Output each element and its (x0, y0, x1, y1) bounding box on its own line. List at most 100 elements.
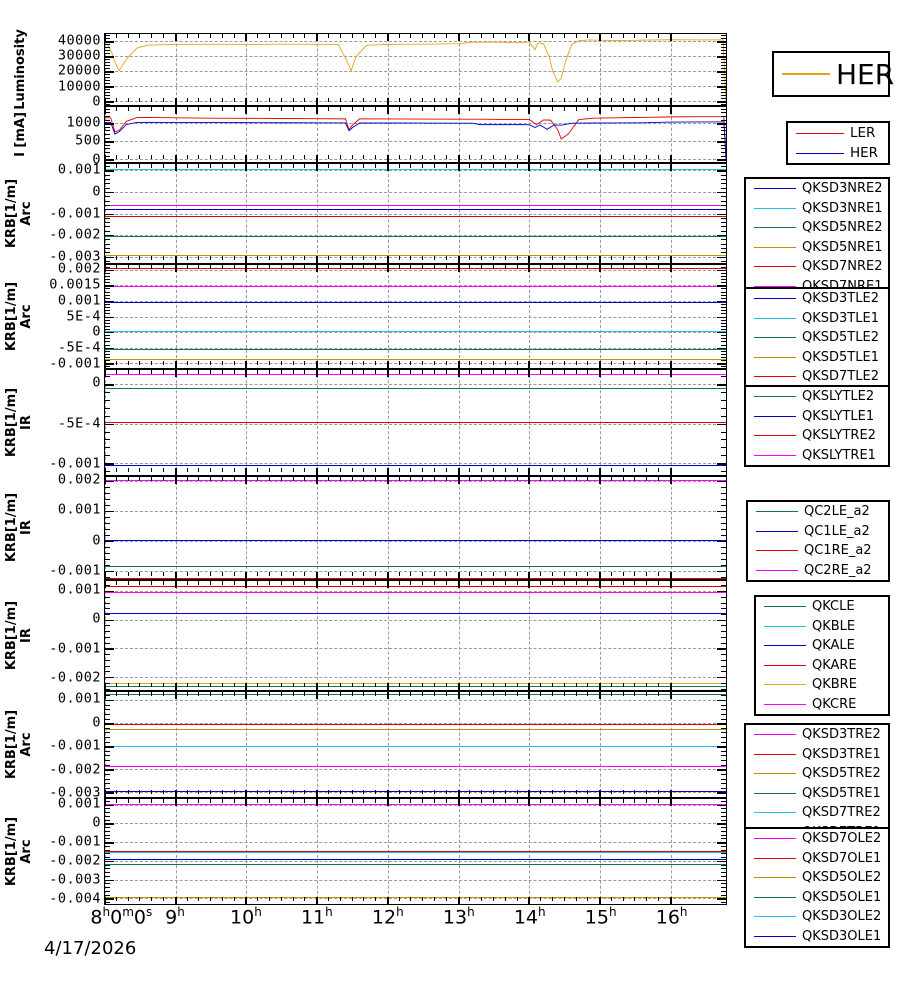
legend-item-QKSD5TLE2[interactable]: QKSD5TLE2 (746, 328, 888, 348)
legend-item-HER[interactable]: HER (788, 143, 888, 163)
y-ticks-right (717, 34, 726, 105)
legend-color-swatch (764, 625, 806, 627)
plot-panel-krb-arc-2[interactable] (104, 264, 727, 369)
legend-item-QKSD7OLE2[interactable]: QKSD7OLE2 (746, 829, 888, 849)
gridline-vertical (246, 581, 248, 690)
y-tick-label: -0.003 (49, 784, 101, 801)
y-tick-label: 0 (92, 323, 101, 340)
plot-panel-krb-ir-2[interactable] (104, 476, 727, 580)
gridline-horizontal (105, 700, 726, 702)
legend-item-QKARE[interactable]: QKARE (756, 656, 888, 676)
trace-QKSD7TLE1 (105, 285, 726, 287)
legend-color-swatch (754, 792, 796, 794)
legend-color-swatch (754, 896, 796, 898)
legend-item-QKSD3OLE2[interactable]: QKSD3OLE2 (746, 907, 888, 927)
gridline-horizontal (105, 332, 726, 334)
legend-item-QKSD7OLE1[interactable]: QKSD7OLE1 (746, 849, 888, 869)
legend-item-QKSD3NRE1[interactable]: QKSD3NRE1 (746, 199, 888, 219)
legend-color-swatch (764, 684, 806, 686)
gridline-vertical (175, 477, 177, 579)
plot-panel-luminosity[interactable] (104, 33, 727, 106)
legend-item-QKCRE[interactable]: QKCRE (756, 695, 888, 715)
y-labels-krb-arc-2: 0.002 0.0015 0.001 5E-4 0 -5E-4 -0.001 (0, 262, 101, 370)
legend-item-QKSLYTLE2[interactable]: QKSLYTLE2 (746, 387, 888, 407)
legend-list: LER HER (788, 123, 888, 163)
legend-item-QKBLE[interactable]: QKBLE (756, 617, 888, 637)
y-tick-label: 0 (92, 610, 101, 627)
legend-item-QKSD5OLE2[interactable]: QKSD5OLE2 (746, 868, 888, 888)
legend-item-QC1RE_a2[interactable]: QC1RE_a2 (748, 541, 888, 561)
legend-item-QC1LE_a2[interactable]: QC1LE_a2 (748, 522, 888, 542)
legend-item-LER[interactable]: LER (788, 123, 888, 143)
legend-qksd-nre[interactable]: QKSD3NRE2 QKSD3NRE1 QKSD5NRE2 QKSD5NRE1 QKSD… (744, 177, 890, 298)
plot-frame (105, 107, 726, 162)
gridline-vertical (317, 581, 319, 690)
y-tick-label: -0.002 (49, 226, 101, 243)
legend-item-QKSD3TRE1[interactable]: QKSD3TRE1 (746, 745, 888, 765)
legend-item-QKSD5NRE2[interactable]: QKSD5NRE2 (746, 218, 888, 238)
legend-item-QKSLYTLE1[interactable]: QKSLYTLE1 (746, 407, 888, 427)
legend-item-QKSD5TRE1[interactable]: QKSD5TRE1 (746, 784, 888, 804)
y-ticks-left (105, 265, 114, 368)
legend-item-QKSD3TRE2[interactable]: QKSD3TRE2 (746, 725, 888, 745)
legend-item-QKSD5TRE2[interactable]: QKSD5TRE2 (746, 764, 888, 784)
x-ticks-top (105, 370, 726, 377)
y-tick-label: 0 (92, 182, 101, 199)
legend-item-label: QKSD5TLE2 (802, 330, 879, 346)
gridline-horizontal (105, 191, 726, 193)
legend-item-QKSD5NRE1[interactable]: QKSD5NRE1 (746, 238, 888, 258)
legend-qc[interactable]: QC2LE_a2 QC1LE_a2 QC1RE_a2 QC2RE_a2 (746, 500, 890, 582)
gridline-vertical (317, 107, 319, 162)
legend-item-QKALE[interactable]: QKALE (756, 636, 888, 656)
legend-list: QKCLE QKBLE QKALE QKARE QKBRE QKCRE (756, 597, 888, 714)
legend-item-label: QKSD3TRE1 (802, 746, 881, 762)
plot-panel-krb-arc-4[interactable] (104, 798, 727, 905)
legend-qksd-tre[interactable]: QKSD3TRE2 QKSD3TRE1 QKSD5TRE2 QKSD5TRE1 QKSD… (744, 723, 890, 844)
x-ticks-bottom (105, 572, 726, 579)
legend-item-QC2LE_a2[interactable]: QC2LE_a2 (748, 502, 888, 522)
legend-item-label: QKSD3TRE2 (802, 727, 881, 743)
legend-qkslyt[interactable]: QKSLYTLE2 QKSLYTLE1 QKSLYTRE2 QKSLYTRE1 (744, 385, 890, 467)
legend-qk[interactable]: QKCLE QKBLE QKALE QKARE QKBRE QKCRE (754, 595, 890, 716)
legend-item-QKSD3NRE2[interactable]: QKSD3NRE2 (746, 179, 888, 199)
legend-item-QKSD3TLE2[interactable]: QKSD3TLE2 (746, 289, 888, 309)
legend-item-QC2RE_a2[interactable]: QC2RE_a2 (748, 561, 888, 581)
trace-QKSD5TRE1 (105, 693, 726, 695)
y-tick-label: 0 (92, 532, 101, 549)
x-ticks-bottom (105, 897, 726, 904)
plot-panel-krb-ir-1[interactable] (104, 369, 727, 476)
trace-QKSD3TRE1 (105, 724, 726, 726)
y-tick-label: 0 (92, 713, 101, 730)
legend-qksd-ole[interactable]: QKSD7OLE2 QKSD7OLE1 QKSD5OLE2 QKSD5OLE1 QKSD… (744, 827, 890, 948)
legend-item-HER[interactable]: HER (774, 53, 894, 95)
gridline-vertical (600, 581, 602, 690)
legend-currents[interactable]: LER HER (786, 121, 890, 165)
legend-item-QKSD7TRE2[interactable]: QKSD7TRE2 (746, 803, 888, 823)
legend-item-QKSD7NRE2[interactable]: QKSD7NRE2 (746, 257, 888, 277)
legend-her[interactable]: HER (772, 51, 894, 97)
y-ticks-left (105, 370, 114, 475)
trace-QKSD5TLE1 (105, 359, 726, 361)
trace-QKSD5TLE2 (105, 348, 726, 350)
legend-item-QKSD3OLE1[interactable]: QKSD3OLE1 (746, 927, 888, 947)
legend-list: QC2LE_a2 QC1LE_a2 QC1RE_a2 QC2RE_a2 (748, 502, 888, 580)
legend-item-QKSD5OLE1[interactable]: QKSD5OLE1 (746, 888, 888, 908)
legend-item-QKSD7TLE2[interactable]: QKSD7TLE2 (746, 367, 888, 387)
plot-panel-krb-arc-1[interactable] (104, 163, 727, 264)
trace-QKSD3TLE1 (105, 331, 726, 333)
legend-item-QKBRE[interactable]: QKBRE (756, 675, 888, 695)
legend-color-swatch (754, 753, 796, 755)
plot-panel-krb-arc-3[interactable] (104, 691, 727, 798)
gridline-horizontal (105, 860, 726, 862)
legend-item-QKSD3TLE1[interactable]: QKSD3TLE1 (746, 309, 888, 329)
y-ticks-left (105, 799, 114, 904)
plot-panel-krb-ir-3[interactable] (104, 580, 727, 691)
gridline-horizontal (105, 347, 726, 349)
y-labels-krb-ir-1: 0 -5E-4 -0.001 (0, 369, 101, 476)
legend-item-QKSLYTRE2[interactable]: QKSLYTRE2 (746, 426, 888, 446)
legend-item-QKCLE[interactable]: QKCLE (756, 597, 888, 617)
plot-panel-current[interactable] (104, 106, 727, 163)
legend-item-QKSD5TLE1[interactable]: QKSD5TLE1 (746, 348, 888, 368)
legend-color-swatch (754, 285, 796, 287)
legend-item-QKSLYTRE1[interactable]: QKSLYTRE1 (746, 446, 888, 466)
